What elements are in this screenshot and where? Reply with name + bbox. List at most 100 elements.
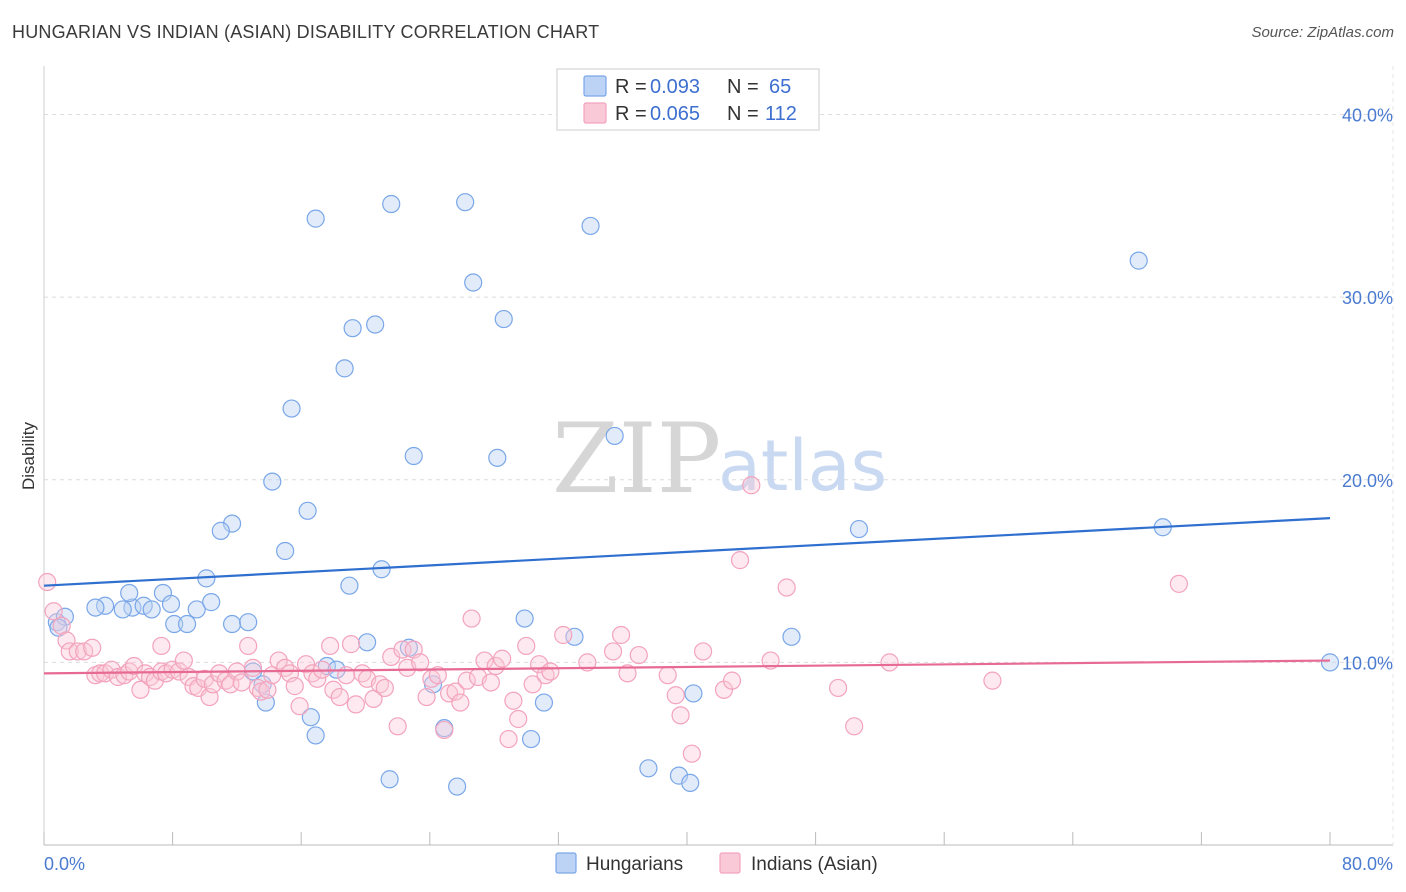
hungarians-point-50 [515, 609, 534, 628]
data-points [38, 193, 1340, 796]
hungarians-point-2 [49, 618, 68, 637]
hungarians-point-26 [282, 399, 301, 418]
indians-point-56 [341, 635, 361, 654]
hungarians-point-6 [113, 600, 132, 619]
indians-point-107 [777, 578, 796, 597]
indians-point-80 [481, 673, 500, 692]
indians-point-99 [671, 706, 690, 725]
hungarians-point-13 [177, 614, 197, 634]
hungarians-point-51 [521, 729, 541, 749]
indians-point-7 [83, 638, 102, 657]
indians-point-94 [611, 625, 631, 645]
hungarians-point-25 [276, 541, 295, 561]
hungarians-point-18 [211, 521, 230, 540]
axes [43, 66, 1394, 846]
hungarians-point-52 [534, 693, 554, 712]
hungarians-point-12 [165, 614, 184, 634]
indians-point-106 [761, 651, 780, 670]
hungarians-point-14 [187, 600, 206, 619]
x-tick-min: 0.0% [44, 854, 85, 874]
indians-point-54 [330, 687, 349, 707]
hungarians-point-57 [669, 766, 689, 785]
indians-point-44 [276, 658, 295, 677]
indians-point-63 [382, 647, 401, 667]
watermark-zip: ZIP [552, 403, 721, 515]
indians-point-111 [983, 671, 1002, 690]
indians-point-48 [296, 655, 316, 674]
indians-point-16 [131, 680, 150, 699]
indians-point-82 [493, 649, 512, 668]
indians-point-71 [428, 666, 447, 685]
legend-n-label-indians: N = [727, 103, 759, 125]
indians-point-100 [682, 744, 701, 763]
hungarians-point-48 [488, 448, 507, 467]
indians-point-40 [251, 682, 271, 701]
indians-point-57 [346, 695, 365, 714]
indians-point-97 [658, 666, 677, 685]
indians-point-32 [210, 664, 229, 683]
trend-lines [43, 517, 1331, 675]
indians-point-77 [462, 609, 481, 628]
indians-point-3 [57, 631, 76, 650]
legend-n-indians: 112 [765, 103, 797, 125]
y-tick-label-3: 40.0% [1342, 106, 1393, 126]
indians-point-64 [388, 717, 407, 736]
y-axis-label: Disability [19, 421, 38, 490]
grid-lines [44, 114, 1393, 663]
indians-point-2 [52, 616, 71, 635]
indians-point-37 [239, 636, 258, 656]
hungarians-point-45 [448, 777, 467, 796]
legend-r-label-hungarians: R = [615, 76, 647, 98]
indians-point-15 [124, 656, 144, 676]
indians-point-22 [152, 636, 171, 656]
hungarians-point-37 [366, 315, 385, 334]
hungarians-point-61 [849, 519, 869, 539]
hungarians-point-36 [358, 633, 377, 652]
indians-point-62 [375, 678, 394, 698]
indians-point-53 [324, 680, 343, 699]
indians-point-38 [243, 658, 263, 677]
indians-trend-line [43, 659, 1331, 675]
hungarians-point-4 [86, 598, 105, 617]
hungarians-point-24 [263, 472, 282, 491]
indians-point-104 [730, 551, 750, 570]
indians-point-87 [523, 675, 542, 694]
indians-point-83 [499, 729, 518, 749]
y-tick-labels: 10.0% 20.0% 30.0% 40.0% [1342, 106, 1393, 674]
hungarians-point-7 [120, 583, 139, 603]
hungarians-point-34 [340, 576, 359, 595]
hungarians-point-19 [222, 614, 242, 634]
watermark: ZIP atlas [552, 403, 887, 515]
indians-point-105 [742, 476, 761, 495]
hungarians-point-39 [380, 770, 399, 789]
chart-source: Source: ZipAtlas.com [1251, 24, 1394, 41]
y-tick-label-1: 20.0% [1342, 471, 1393, 491]
indians-point-0 [38, 572, 57, 592]
indians-point-92 [578, 653, 597, 672]
legend-r-label-indians: R = [615, 103, 647, 125]
indians-point-76 [457, 671, 476, 690]
watermark-atlas: atlas [718, 425, 887, 507]
indians-point-91 [554, 625, 573, 645]
hungarians-trend-line [43, 517, 1331, 587]
y-tick-label-0: 10.0% [1342, 653, 1393, 673]
chart-title: HUNGARIAN VS INDIAN (ASIAN) DISABILITY C… [12, 22, 600, 42]
indians-point-84 [504, 691, 523, 710]
hungarians-point-40 [382, 194, 401, 214]
indians-point-108 [829, 678, 848, 698]
indians-point-98 [666, 686, 685, 705]
indians-point-103 [722, 671, 742, 690]
hungarians-point-46 [456, 193, 475, 212]
indians-point-47 [290, 697, 309, 716]
hungarians-point-15 [202, 593, 221, 612]
indians-point-49 [303, 664, 322, 683]
hungarians-point-28 [301, 708, 320, 727]
x-tick-max: 80.0% [1342, 854, 1393, 874]
indians-point-41 [258, 680, 277, 699]
hungarians-point-11 [161, 594, 181, 614]
hungarians-point-35 [343, 319, 362, 338]
hungarians-point-55 [605, 426, 624, 446]
hungarians-point-27 [298, 501, 317, 520]
indians-point-72 [435, 720, 454, 740]
indians-point-85 [509, 709, 528, 729]
